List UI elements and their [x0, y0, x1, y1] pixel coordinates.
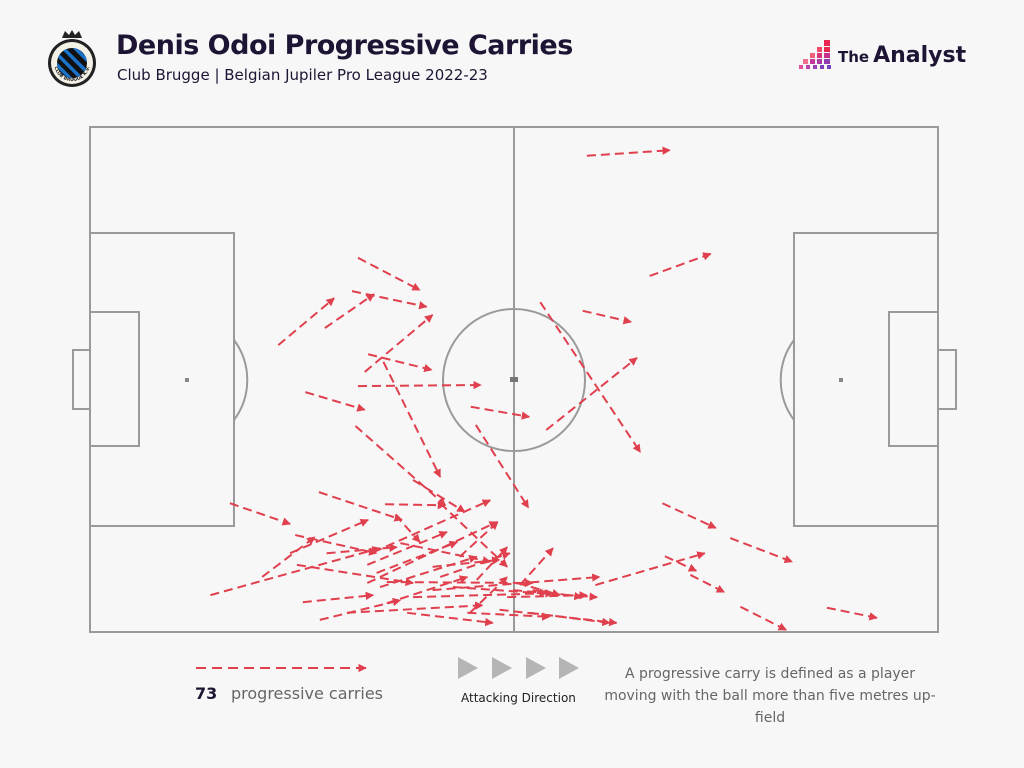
carry-arrow — [210, 546, 381, 597]
carry-arrow — [367, 353, 433, 373]
carry-arrow — [545, 357, 638, 431]
carry-arrow — [386, 575, 469, 605]
carry-arrow — [351, 290, 428, 310]
left-penalty-box — [89, 232, 235, 527]
carry-arrow — [412, 479, 466, 513]
carry-arrow — [474, 424, 530, 509]
brand-the: The — [838, 48, 870, 66]
carry-count-label: progressive carries — [231, 684, 384, 703]
chart-title: Denis Odoi Progressive Carries — [116, 30, 573, 61]
carry-arrow — [586, 146, 671, 157]
analyst-pixel-icon — [799, 40, 831, 69]
carry-arrow — [294, 534, 378, 556]
carry-arrow — [354, 425, 446, 506]
carry-arrow — [302, 591, 375, 604]
carry-arrow — [532, 589, 583, 601]
carry-arrow — [305, 391, 366, 412]
carry-arrow — [439, 502, 508, 568]
carry-arrow — [519, 547, 554, 586]
brand-name: Analyst — [873, 43, 967, 68]
carry-arrow — [470, 405, 531, 420]
right-six-yard-box — [888, 311, 939, 447]
carry-arrow — [739, 605, 787, 631]
direction-arrow-icon — [559, 657, 579, 679]
carry-arrow — [376, 540, 458, 574]
carry-arrow — [689, 574, 726, 593]
carry-arrow — [459, 521, 499, 558]
carry-arrow — [413, 589, 554, 599]
right-penalty-arc — [779, 339, 795, 421]
carry-arrow — [664, 555, 698, 572]
club-brugge-crest-logo: CLUB BRUGGE K.V. — [45, 28, 99, 88]
carry-count: 73 — [195, 684, 218, 703]
right-penalty-box — [793, 232, 939, 527]
carry-arrow — [346, 601, 484, 614]
carry-arrow — [289, 518, 369, 555]
the-analyst-logo: The Analyst — [798, 40, 988, 76]
carry-arrow — [318, 491, 403, 522]
direction-arrow-icon — [492, 657, 512, 679]
carry-arrow — [372, 499, 492, 554]
direction-arrow-icon — [526, 657, 546, 679]
carry-arrow — [366, 531, 448, 566]
chart-subtitle: Club Brugge | Belgian Jupiler Pro League… — [117, 66, 488, 84]
carry-arrow — [394, 514, 421, 543]
carry-arrow — [385, 500, 447, 510]
left-six-yard-box — [89, 311, 140, 447]
carry-definition: A progressive carry is defined as a play… — [604, 666, 936, 726]
centre-spot — [510, 377, 518, 382]
left-penalty-arc — [233, 339, 249, 421]
carry-arrow — [826, 606, 878, 621]
right-goal — [937, 349, 957, 410]
centre-circle — [442, 308, 586, 452]
attacking-direction-label: Attacking Direction — [461, 691, 576, 705]
carry-arrow — [469, 576, 508, 614]
carry-arrow — [582, 309, 632, 325]
carry-arrow — [432, 556, 501, 568]
carry-arrow — [326, 543, 398, 555]
carry-arrow — [661, 502, 717, 529]
carry-arrow — [539, 301, 642, 453]
carry-arrow — [379, 555, 478, 589]
carry-arrow — [324, 293, 375, 329]
carry-arrow — [407, 611, 494, 627]
carry-arrow — [277, 297, 335, 346]
carry-arrow — [595, 551, 706, 586]
carry-arrow — [649, 252, 712, 277]
carry-arrow — [386, 578, 534, 588]
left-goal — [72, 349, 91, 410]
carry-arrow — [382, 361, 442, 478]
carry-arrow — [357, 380, 482, 390]
attacking-direction-arrows — [458, 657, 579, 679]
carry-arrow — [452, 586, 598, 601]
left-penalty-spot — [185, 378, 189, 382]
carry-arrow — [364, 314, 434, 373]
carry-arrow — [357, 256, 421, 292]
carry-arrow — [229, 502, 291, 526]
carry-arrow — [729, 537, 793, 564]
carry-arrow — [513, 588, 548, 597]
direction-arrow-icon — [458, 657, 478, 679]
carry-arrow — [261, 536, 316, 578]
carry-arrow — [296, 563, 414, 586]
right-penalty-spot — [839, 378, 843, 382]
carry-arrows — [210, 146, 878, 631]
